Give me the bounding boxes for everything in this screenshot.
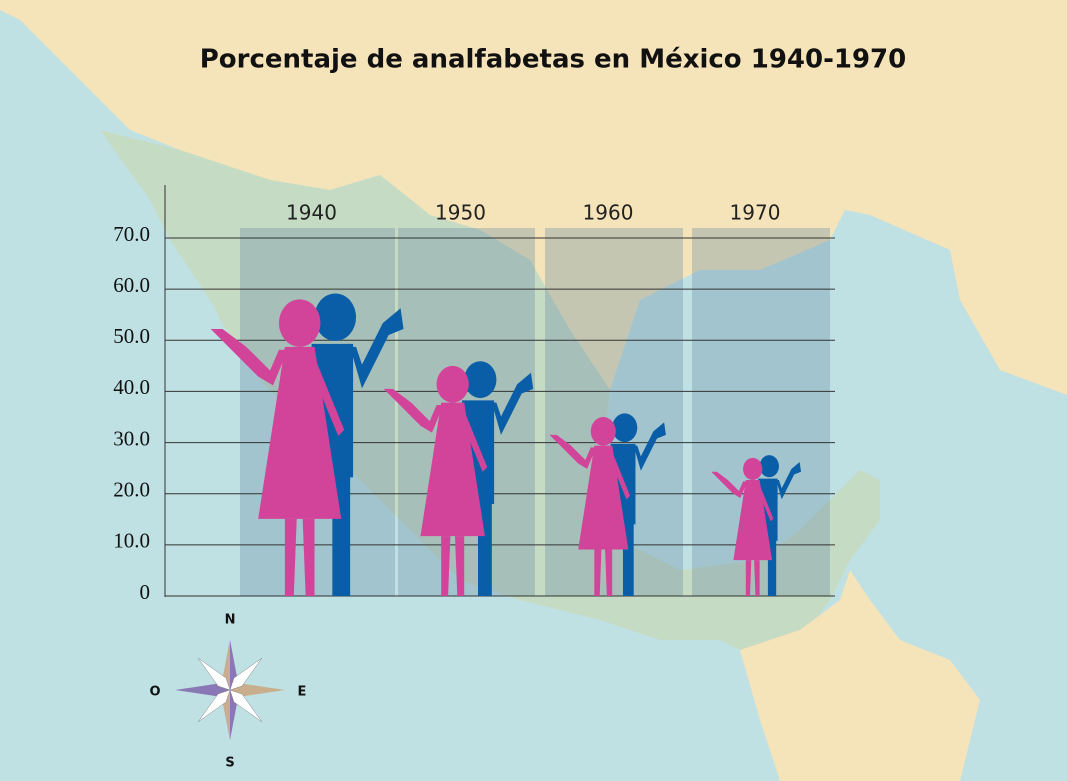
woman-arm [711,471,748,498]
chart-title: Porcentaje de analfabetas en México 1940… [200,45,907,75]
man-head [612,413,638,443]
usa-land [0,0,1067,395]
woman-leg [605,549,613,596]
woman-arm [210,329,288,386]
man-head [759,455,779,478]
woman-leg [754,560,760,596]
woman-arm [383,388,444,433]
compass: N S E O [149,613,306,771]
man-arm [776,462,802,500]
y-tick-label: 40.0 [113,375,150,399]
woman-leg [454,536,465,596]
man-leg [622,520,634,596]
man-head [314,293,357,341]
woman-arm-right [308,349,345,436]
baja-california [165,170,260,360]
man-leg [767,538,777,596]
x-tick-label: 1970 [730,201,781,225]
central-america [740,570,980,781]
compass-west: O [149,685,160,700]
compass-north: N [225,613,236,628]
compass-south: S [225,756,234,771]
woman-legs [594,549,602,596]
woman-leg [302,518,315,596]
figure-pair [711,455,802,596]
woman-arm-right [459,404,488,472]
man-head [464,361,497,399]
woman-head [436,365,469,403]
x-tick-label: 1950 [435,201,486,225]
man-arm [491,372,534,435]
x-tick-label: 1960 [583,201,634,225]
woman-legs [284,518,297,596]
figure-pair [210,293,404,596]
figure-pair [383,361,534,596]
woman-legs [441,536,451,596]
y-tick-label: 10.0 [113,529,150,553]
woman-arm [549,434,597,469]
woman-head [743,457,763,481]
x-tick-label: 1940 [286,201,337,225]
woman-head [590,417,616,446]
figure-pair [549,413,666,596]
y-tick-label: 30.0 [113,426,150,450]
man-arm [633,422,666,471]
man-arm [350,308,404,389]
y-tick-label: 0 [140,580,151,604]
woman-arm-right [608,447,631,500]
y-tick-label: 50.0 [113,324,150,348]
woman-head [278,299,321,347]
y-tick-label: 60.0 [113,273,150,297]
mexico-land [100,130,880,660]
compass-east: E [298,685,307,700]
woman-legs [745,560,752,596]
y-tick-label: 20.0 [113,478,150,502]
woman-arm-right [756,481,774,522]
y-tick-label: 70.0 [113,222,150,246]
